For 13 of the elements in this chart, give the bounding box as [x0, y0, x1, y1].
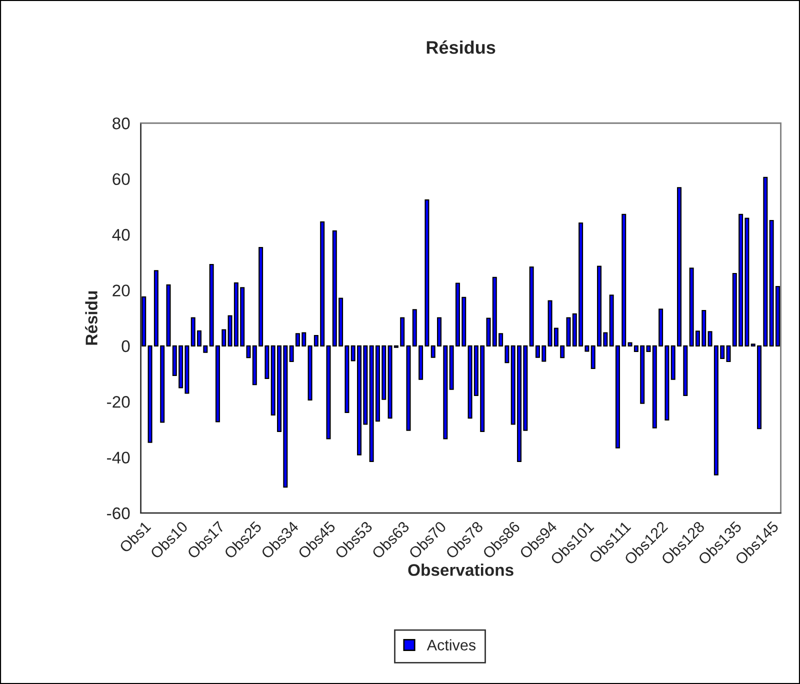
- y-tick-label: 20: [112, 284, 130, 296]
- bar: [142, 296, 146, 346]
- y-tick-label: -40: [107, 452, 130, 464]
- y-tick-label: -20: [107, 396, 130, 408]
- y-tick-label: 80: [112, 118, 130, 130]
- y-tick-label: 60: [112, 173, 130, 186]
- chart-title: Résidus: [426, 40, 496, 54]
- y-tick-label: -60: [107, 507, 130, 520]
- y-tick-label: 40: [112, 228, 130, 241]
- y-axis-title: Résidu: [85, 291, 98, 345]
- legend-label: Actives: [426, 639, 476, 650]
- y-tick-label: 0: [122, 340, 130, 352]
- x-axis-title: Observations: [408, 564, 514, 576]
